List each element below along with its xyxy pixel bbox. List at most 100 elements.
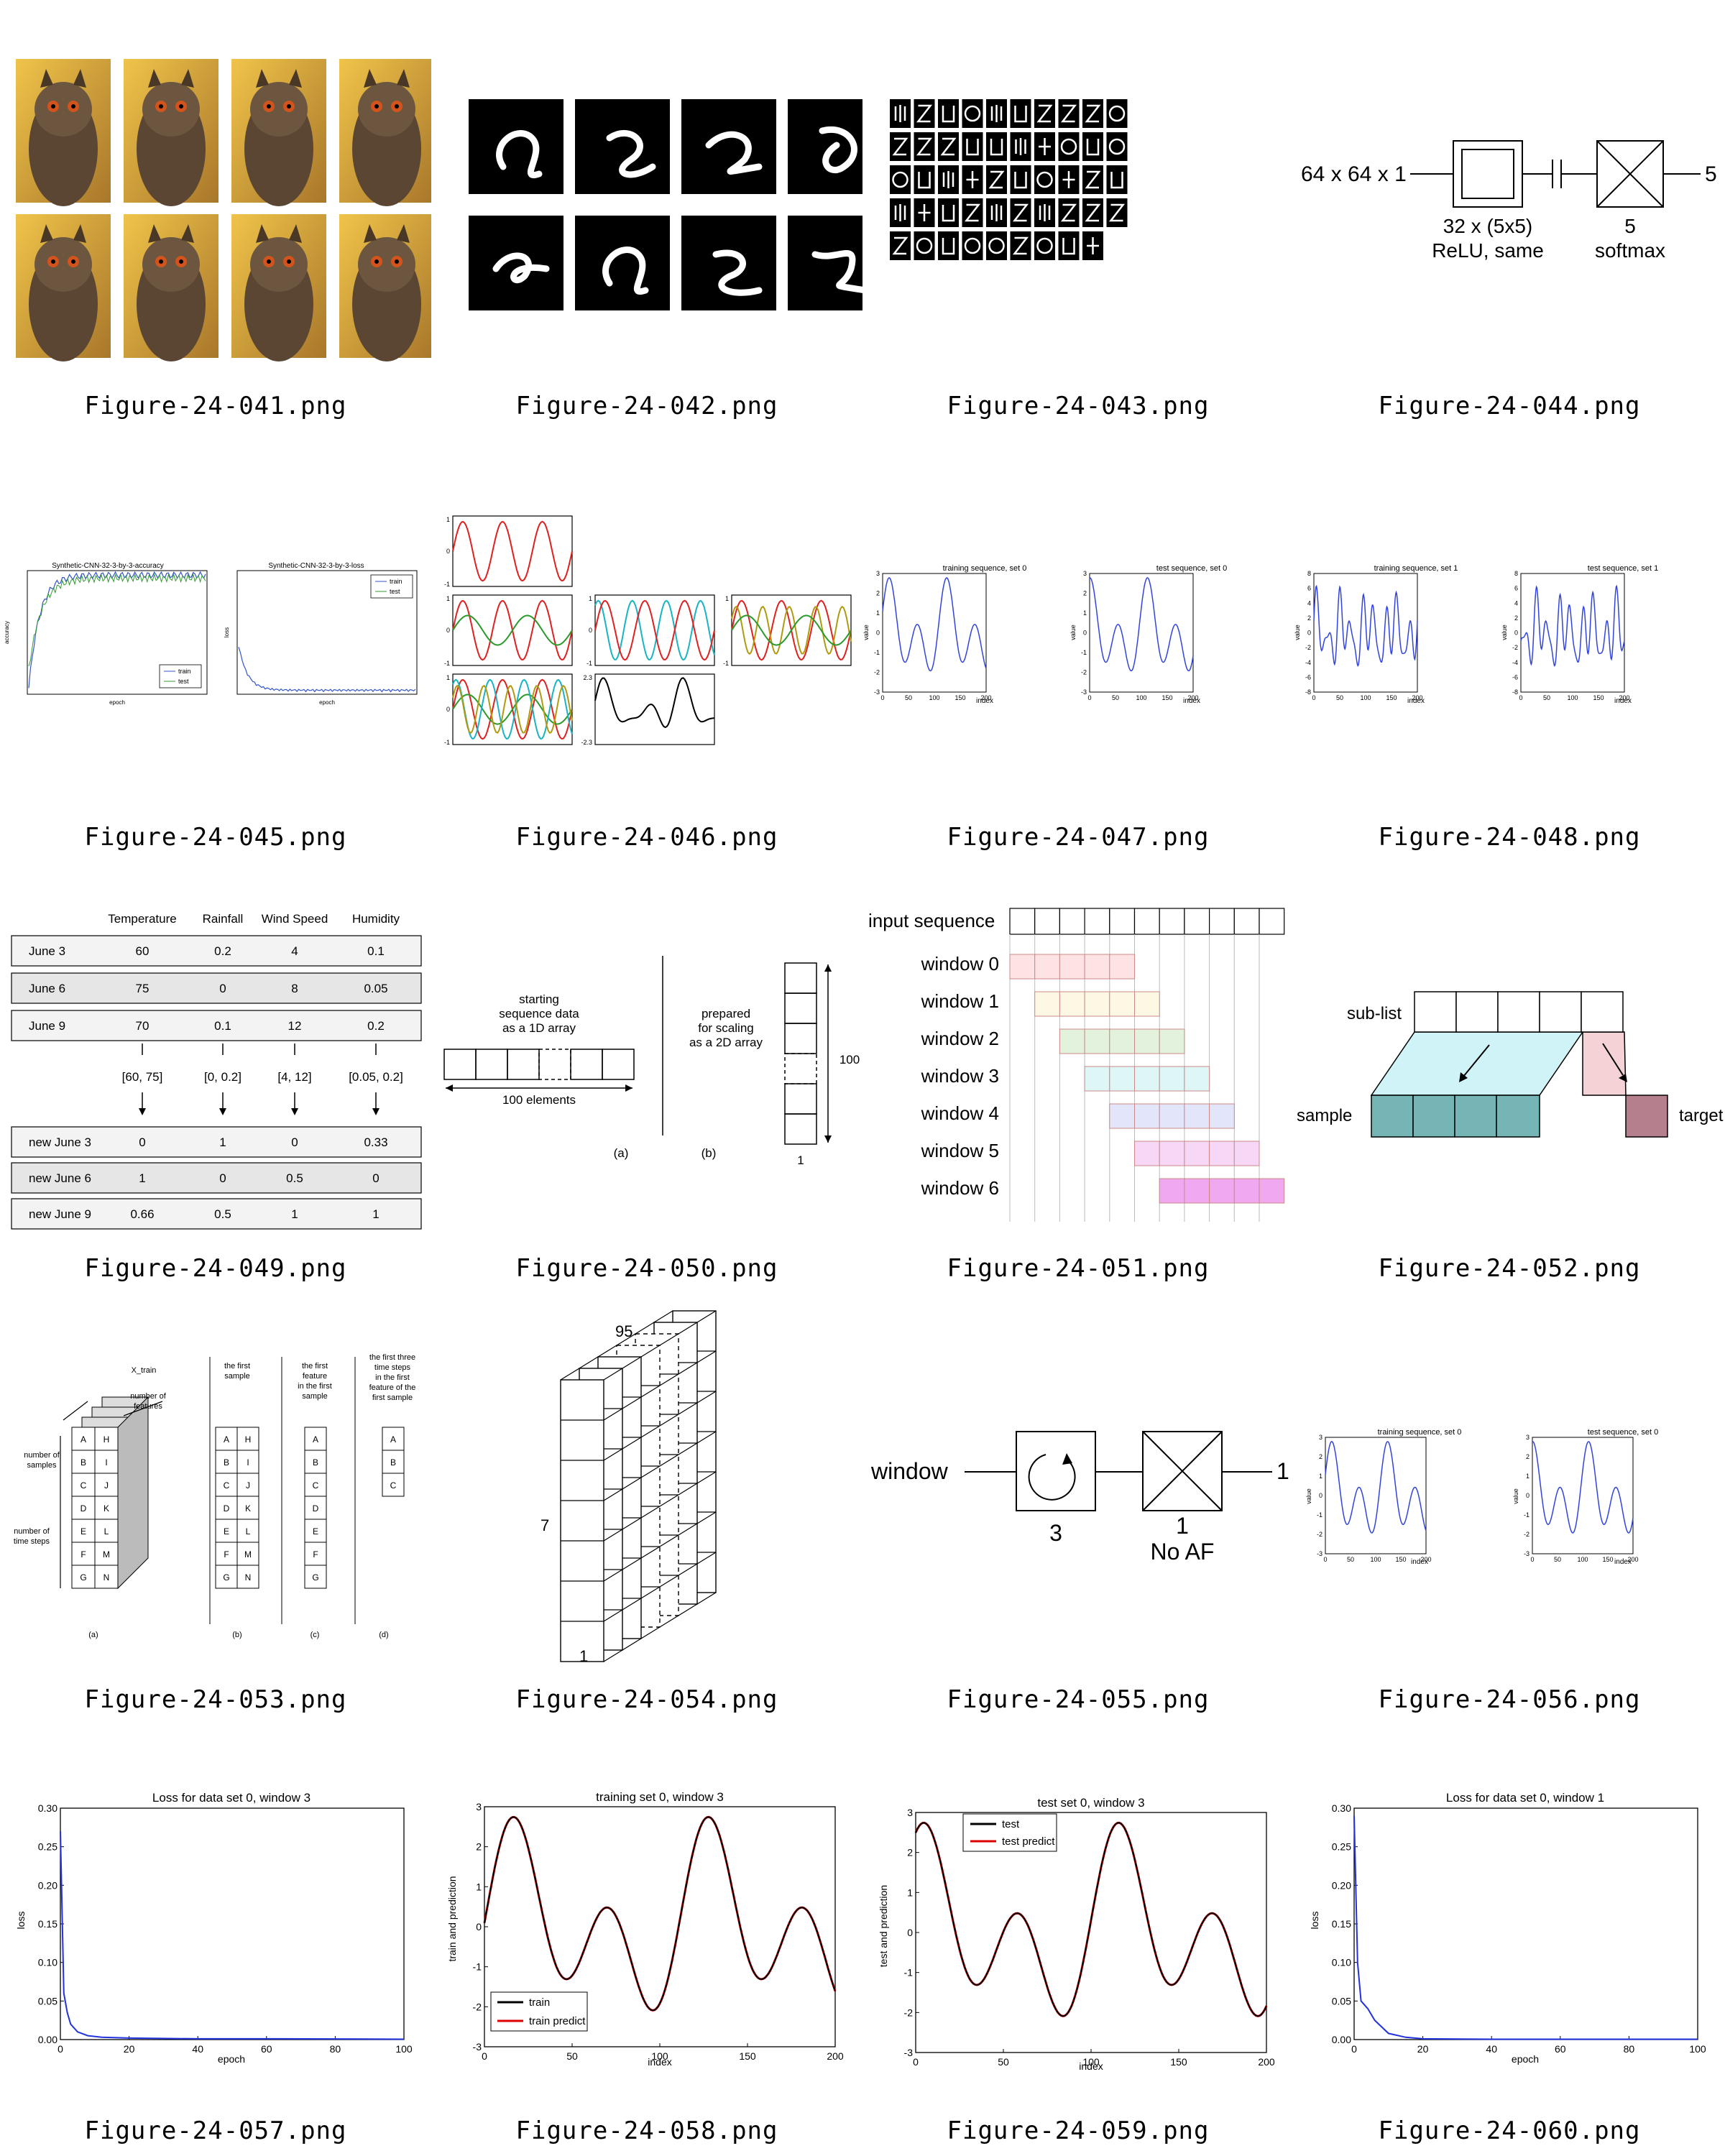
tick-label: 2.3 bbox=[583, 674, 592, 681]
plus-icon bbox=[1087, 237, 1099, 254]
subfigure-c: (c) bbox=[310, 1631, 320, 1639]
loss-ylabel: loss bbox=[224, 627, 230, 637]
subfigure-a: (a) bbox=[614, 1146, 629, 1160]
thumbnail-cnn-diagram: 64 x 64 x 1 5 32 x (5x5) ReLU, same 5 so… bbox=[1294, 0, 1725, 374]
tile-fig056[interactable]: 3 2 1 0 -1 -2 -3 0 50 100 150 200 3 2 1 0 -1 -2 -3 0 50 100 15… bbox=[1294, 1294, 1725, 1725]
window-label: window 6 bbox=[921, 1177, 999, 1199]
tick-label: 150 bbox=[1593, 694, 1604, 701]
file-label: Figure-24-056.png bbox=[1378, 1685, 1641, 1714]
cell-letter: M bbox=[244, 1549, 252, 1560]
file-label: Figure-24-046.png bbox=[515, 823, 778, 852]
cell-letter: J bbox=[104, 1480, 109, 1491]
file-label: Figure-24-059.png bbox=[947, 2116, 1210, 2145]
window-label: window 5 bbox=[921, 1140, 999, 1161]
tile-fig043[interactable]: Figure-24-043.png bbox=[862, 0, 1294, 431]
table-row bbox=[11, 1126, 422, 1158]
window-cell bbox=[1259, 1178, 1285, 1204]
tile-fig042[interactable]: Figure-24-042.png bbox=[431, 0, 862, 431]
tile-fig048[interactable]: 8 6 4 2 0 -2 -4 -6 -8 0 50 100 150 200 8 6 4 2 0 -2 -4 -6 -8 0 5… bbox=[1294, 431, 1725, 862]
file-label: Figure-24-047.png bbox=[947, 823, 1210, 852]
table-row bbox=[11, 1162, 422, 1194]
tile-fig058[interactable]: 0 50 100 150 200 -3 -2 -1 0 1 2 3 training set 0, w… bbox=[431, 1725, 862, 2156]
y-tick-label: 0.10 bbox=[1332, 1957, 1351, 1968]
tick-label: 8 bbox=[1307, 570, 1311, 577]
tick-label: -3 bbox=[874, 688, 880, 696]
thumbnail-1d-to-2d: starting sequence data as a 1D array 100… bbox=[431, 862, 862, 1236]
tick-label: 50 bbox=[1112, 694, 1119, 701]
file-label: Figure-24-053.png bbox=[84, 1685, 347, 1714]
window-cell bbox=[1084, 991, 1110, 1017]
window-cell bbox=[1184, 1066, 1210, 1092]
sine-line bbox=[452, 678, 573, 740]
scaling-table: Temperature Rainfall Wind Speed Humidity… bbox=[11, 912, 422, 1230]
thumbnail-3d-block: 95 7 1 bbox=[431, 1294, 862, 1667]
sine-component-panels: 1 0 -1 1 0 -1 1 0 -1 1 -1 1 0 -1 2.3 -2.3 bbox=[444, 515, 852, 746]
file-label: Figure-24-049.png bbox=[84, 1254, 347, 1283]
x-tick-label: 100 bbox=[395, 2043, 413, 2055]
cell-value: 0.2 bbox=[214, 944, 231, 958]
y-tick-label: 0.15 bbox=[38, 1918, 58, 1930]
tile-fig050[interactable]: starting sequence data as a 1D array 100… bbox=[431, 862, 862, 1294]
zigzag-icon bbox=[916, 104, 933, 123]
sequence-cell bbox=[1009, 908, 1036, 935]
x-tick-label: 40 bbox=[1486, 2043, 1497, 2055]
tile-fig051[interactable]: input sequence window 0 window 1 window 2 w… bbox=[862, 862, 1294, 1294]
depth-line bbox=[560, 1310, 673, 1381]
window-cell bbox=[1109, 991, 1135, 1017]
tile-fig052[interactable]: sub-list sample target Figure-24-052 bbox=[1294, 862, 1725, 1294]
window-cell bbox=[1184, 1103, 1210, 1129]
tick-label: -8 bbox=[1305, 688, 1311, 696]
zigzag-icon bbox=[988, 170, 1005, 189]
tile-fig057[interactable]: 0 20 40 60 80 100 0.00 0.05 0.10 0.15 0.20 0.25 0.30… bbox=[0, 1725, 431, 2156]
tile-fig047[interactable]: 3 2 1 0 -1 -2 -3 0 50 100 150 200 3 2 1 0 -1 -2 -3 0 50 100 15… bbox=[862, 431, 1294, 862]
chart-frame bbox=[1353, 1807, 1698, 2040]
series-line bbox=[1325, 1441, 1427, 1534]
legend-test: test bbox=[1002, 1818, 1020, 1830]
thumbnail-rnn-diagram: window 1 3 1 No AF bbox=[862, 1294, 1294, 1667]
cell-letter: A bbox=[313, 1434, 318, 1445]
tick-label: 0 bbox=[1514, 630, 1518, 637]
tile-fig044[interactable]: 64 x 64 x 1 5 32 x (5x5) ReLU, same 5 so… bbox=[1294, 0, 1725, 431]
digit-image bbox=[681, 99, 776, 194]
tile-fig060[interactable]: 0 20 40 60 80 100 0.00 0.05 0.10 0.15 0.20 0.25 0.30… bbox=[1294, 1725, 1725, 2156]
sine-panel bbox=[594, 673, 715, 745]
features-caption: number of bbox=[130, 1392, 166, 1401]
tile-fig059[interactable]: 0 50 100 150 200 -3 -2 -1 0 1 2 3 test set 0, windo… bbox=[862, 1725, 1294, 2156]
legend-train: train bbox=[529, 1996, 550, 2009]
conv-layer-box bbox=[1453, 140, 1523, 208]
x-tick-label: 0 bbox=[1351, 2043, 1357, 2055]
cube-cell bbox=[94, 1519, 119, 1543]
tick-label: 0 bbox=[1319, 1492, 1322, 1499]
cell-value: 12 bbox=[288, 1019, 302, 1033]
subfigure-b: (b) bbox=[232, 1631, 242, 1639]
cell-value: 0.5 bbox=[286, 1171, 303, 1185]
tile-fig045[interactable]: Synthetic-CNN-32-3-by-3-accuracy train t… bbox=[0, 431, 431, 862]
caption-d-1: the first three bbox=[369, 1353, 415, 1362]
thumbnail-test-predict: 0 50 100 150 200 -3 -2 -1 0 1 2 3 test set 0, windo… bbox=[862, 1725, 1294, 2099]
tile-fig049[interactable]: Temperature Rainfall Wind Speed Humidity… bbox=[0, 862, 431, 1294]
tick-label: 100 bbox=[1136, 694, 1146, 701]
cell-letter: A bbox=[224, 1434, 229, 1445]
zigzag-icon bbox=[1085, 203, 1101, 222]
x-tick-label: 200 bbox=[1258, 2056, 1275, 2068]
tile-fig055[interactable]: window 1 3 1 No AF Figure-24-055.png bbox=[862, 1294, 1294, 1725]
tile-fig041[interactable]: Figure-24-041.png bbox=[0, 0, 431, 431]
digit-image bbox=[575, 99, 670, 194]
feature-cell bbox=[304, 1519, 327, 1543]
tick-label: 200 bbox=[1412, 694, 1422, 701]
series-line bbox=[60, 1831, 405, 2040]
table-row bbox=[11, 1198, 422, 1230]
shape-image bbox=[938, 198, 959, 227]
tile-fig046[interactable]: 1 0 -1 1 0 -1 1 0 -1 1 -1 1 0 -1 2.3 -2.3 Figure-24-046… bbox=[431, 431, 862, 862]
cube-cell bbox=[94, 1427, 119, 1451]
chart-frame bbox=[1313, 573, 1418, 693]
u-shape-icon bbox=[942, 238, 955, 255]
zigzag-icon bbox=[1085, 170, 1101, 189]
owl-head bbox=[250, 82, 308, 137]
window-label: window 2 bbox=[921, 1028, 999, 1049]
owl-head bbox=[142, 237, 200, 292]
tile-fig054[interactable]: 95 7 1 Figure-24-054.png bbox=[431, 1294, 862, 1725]
sequence-cell bbox=[1259, 908, 1285, 935]
